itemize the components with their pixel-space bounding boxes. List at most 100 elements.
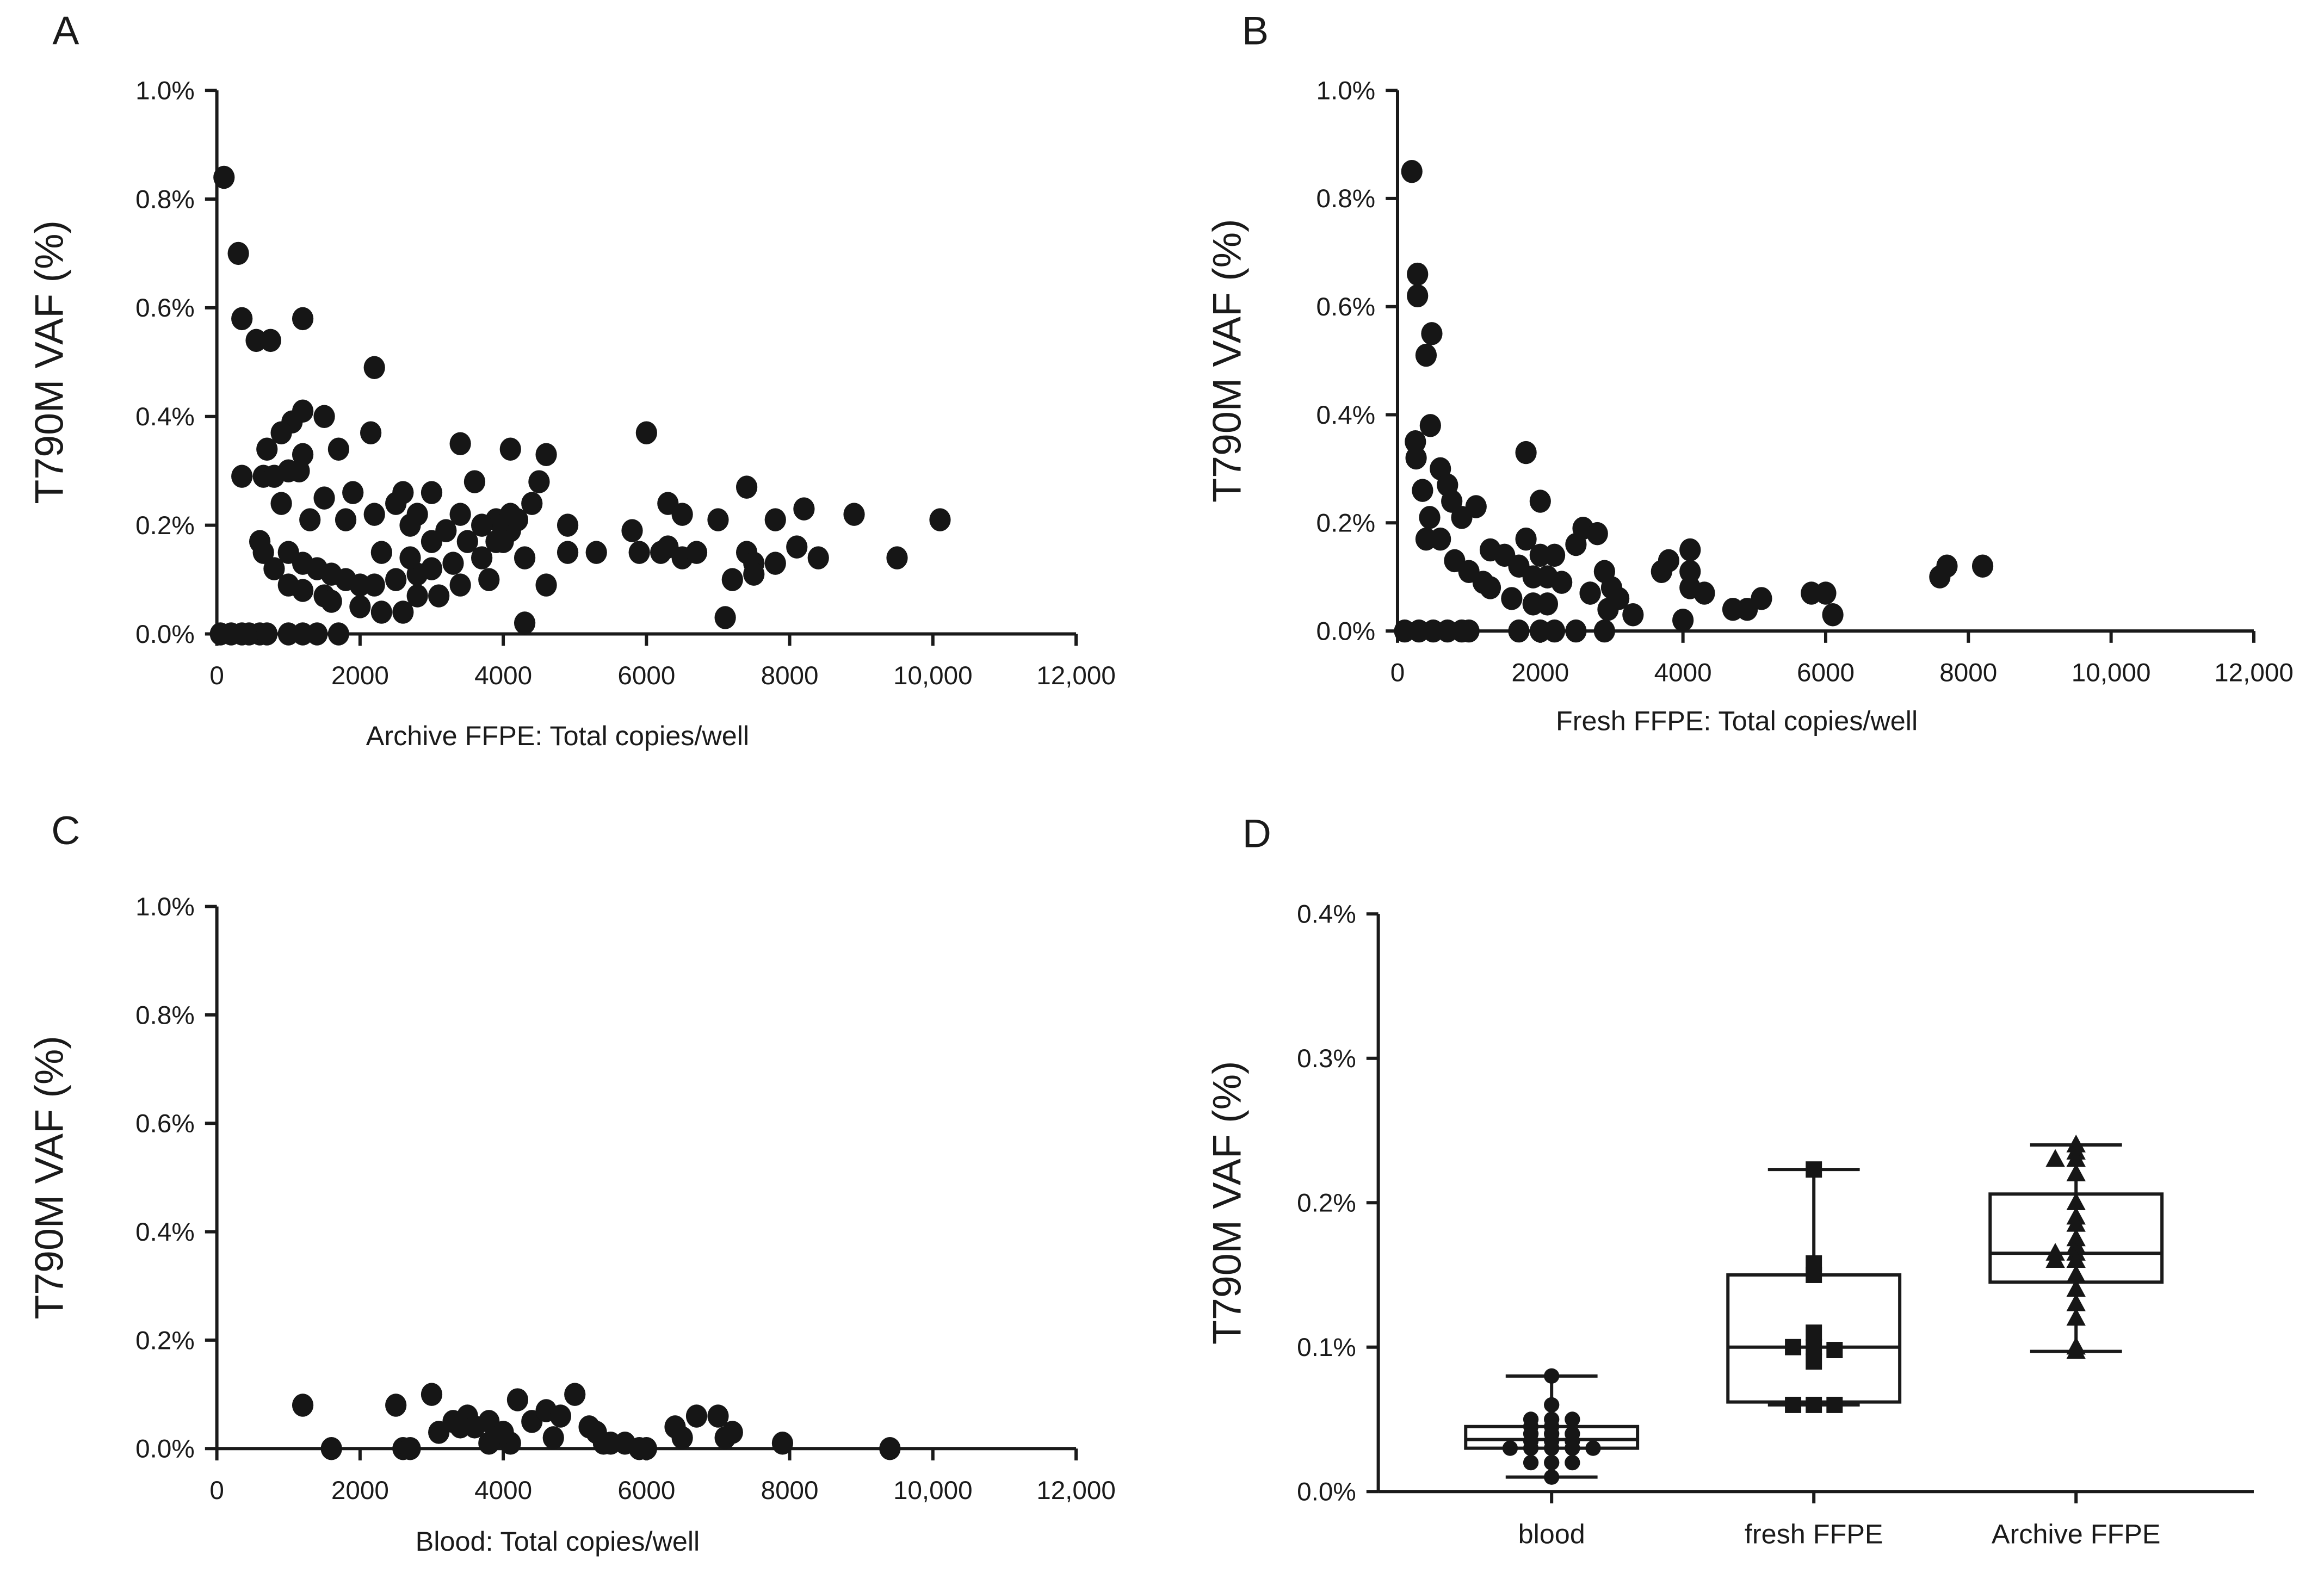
data-point xyxy=(1936,554,1958,578)
data-point xyxy=(843,503,865,526)
data-point xyxy=(1419,414,1441,437)
data-point xyxy=(256,437,278,461)
data-point-square xyxy=(1826,1342,1843,1359)
y-tick-label: 0.6% xyxy=(135,294,195,323)
y-tick-label: 1.0% xyxy=(1316,76,1376,105)
data-point xyxy=(363,356,385,380)
x-tick-label: 8000 xyxy=(761,1476,819,1505)
data-point xyxy=(1401,159,1423,183)
data-point xyxy=(585,1421,607,1444)
data-point xyxy=(1543,543,1566,567)
data-point xyxy=(1529,490,1551,513)
x-tick-label: 12,000 xyxy=(2214,659,2294,688)
data-point xyxy=(252,541,274,564)
data-point xyxy=(1407,284,1429,308)
data-point xyxy=(270,421,292,444)
y-tick-label: 1.0% xyxy=(135,893,195,921)
data-point-triangle xyxy=(2066,1264,2086,1283)
data-point xyxy=(707,1404,729,1428)
x-tick-label: 6000 xyxy=(1797,659,1855,688)
data-point xyxy=(635,1437,657,1460)
y-tick-label: 0.8% xyxy=(135,185,195,214)
y-tick-label: 0.1% xyxy=(1297,1333,1356,1362)
data-point xyxy=(292,307,314,331)
data-point xyxy=(363,573,385,597)
data-point xyxy=(327,437,349,461)
y-tick-label: 0.6% xyxy=(1316,293,1376,321)
x-tick-label: 10,000 xyxy=(2072,659,2151,688)
data-point xyxy=(1597,598,1619,621)
data-point xyxy=(521,492,543,515)
category-label: fresh FFPE xyxy=(1745,1519,1883,1550)
data-point-triangle xyxy=(2066,1213,2086,1232)
data-point-circle xyxy=(1523,1440,1539,1456)
data-point-square xyxy=(1806,1396,1822,1413)
data-point xyxy=(1415,343,1437,367)
data-point-circle xyxy=(1565,1411,1580,1427)
data-point xyxy=(406,584,428,608)
data-point xyxy=(1586,522,1608,546)
data-point xyxy=(1551,571,1573,594)
data-point xyxy=(306,622,328,646)
data-point xyxy=(1751,587,1772,610)
y-tick-label: 1.0% xyxy=(135,76,195,105)
data-point xyxy=(1543,619,1566,643)
data-point xyxy=(685,1404,708,1428)
data-point xyxy=(263,557,285,580)
data-point-circle xyxy=(1565,1440,1580,1456)
data-point xyxy=(685,541,708,564)
data-point-triangle xyxy=(2066,1341,2086,1359)
x-tick-label: 12,000 xyxy=(1036,661,1116,690)
data-point xyxy=(313,405,335,428)
data-point xyxy=(1430,527,1451,551)
data-point xyxy=(714,606,736,629)
data-point xyxy=(1679,560,1701,583)
data-point xyxy=(320,590,342,613)
data-point xyxy=(929,508,951,531)
data-point xyxy=(399,546,421,569)
x-tick-label: 8000 xyxy=(761,661,819,690)
data-point-triangle xyxy=(2066,1250,2086,1268)
data-point xyxy=(231,307,253,331)
data-point xyxy=(743,562,765,586)
data-point xyxy=(735,475,758,499)
data-point xyxy=(385,1394,407,1417)
data-point xyxy=(707,508,729,531)
data-point-square xyxy=(1785,1396,1802,1413)
y-tick-label: 0.0% xyxy=(135,1435,195,1464)
data-point xyxy=(1822,603,1844,627)
panel-a: A 0.0% 0.2% 0.4% 0.6% 0.8% 1.0% 0 2000 4000 6000 80… xyxy=(26,8,1116,751)
data-point xyxy=(342,481,364,504)
data-point xyxy=(1579,581,1601,605)
data-point-circle xyxy=(1585,1440,1601,1456)
data-point xyxy=(370,600,392,624)
data-point xyxy=(671,1426,693,1450)
data-point xyxy=(542,1426,564,1450)
data-point xyxy=(292,1394,314,1417)
data-point xyxy=(1658,549,1680,573)
y-tick-label: 0.2% xyxy=(1316,509,1376,538)
y-tick-label: 0.0% xyxy=(135,620,195,649)
panel-label: B xyxy=(1242,8,1269,53)
data-point-circle xyxy=(1565,1454,1580,1471)
data-point xyxy=(449,573,471,597)
y-tick-label: 0.4% xyxy=(135,1218,195,1247)
data-point xyxy=(535,573,557,597)
x-tick-label: 8000 xyxy=(1939,659,1997,688)
data-point xyxy=(535,443,557,466)
data-point xyxy=(327,622,349,646)
x-axis-label: Archive FFPE: Total copies/well xyxy=(366,720,749,751)
data-point-triangle xyxy=(2066,1149,2086,1167)
data-point xyxy=(421,481,443,504)
data-point xyxy=(721,1421,743,1444)
data-point xyxy=(786,535,808,559)
data-point xyxy=(1405,430,1426,454)
data-point xyxy=(1593,619,1615,643)
data-point xyxy=(471,513,493,537)
data-point xyxy=(1679,538,1701,562)
data-point xyxy=(807,546,829,569)
data-point xyxy=(428,584,450,608)
data-point xyxy=(478,1432,500,1455)
data-point xyxy=(793,497,815,521)
